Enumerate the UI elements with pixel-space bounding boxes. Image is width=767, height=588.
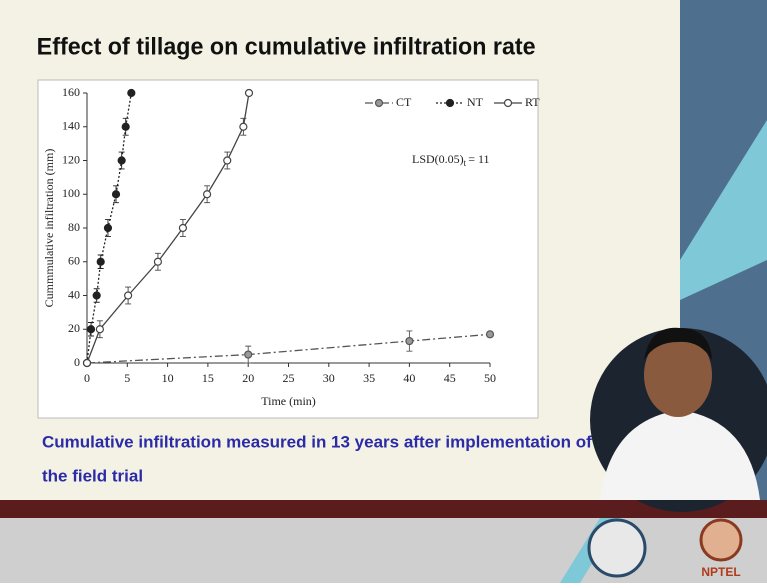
x-tick-label: 45 (444, 371, 456, 385)
legend-marker (376, 100, 383, 107)
y-tick-label: 80 (68, 220, 80, 234)
legend-label: RT (525, 95, 540, 109)
y-tick-label: 0 (74, 355, 80, 369)
x-tick-label: 30 (323, 371, 335, 385)
y-tick-label: 100 (62, 186, 80, 200)
annotation-text: = 11 (468, 152, 489, 166)
data-point (122, 123, 129, 130)
data-point (84, 360, 91, 367)
y-tick-label: 40 (68, 287, 80, 301)
x-tick-label: 0 (84, 371, 90, 385)
slide: Effect of tillage on cumulative infiltra… (0, 0, 767, 583)
y-axis-label: Cummmulative infiltration (mm) (42, 149, 56, 308)
y-tick-label: 20 (68, 321, 80, 335)
x-tick-label: 50 (484, 371, 496, 385)
footer (0, 518, 767, 583)
data-point (118, 157, 125, 164)
x-axis-label: Time (min) (261, 394, 316, 408)
data-point (224, 157, 231, 164)
data-point (113, 191, 120, 198)
x-tick-label: 35 (363, 371, 375, 385)
y-tick-label: 140 (62, 119, 80, 133)
legend-marker (447, 100, 454, 107)
data-point (179, 225, 186, 232)
legend-marker (505, 100, 512, 107)
logo-text: NPTEL (701, 565, 740, 579)
data-point (104, 225, 111, 232)
slide-title: Effect of tillage on cumulative infiltra… (37, 34, 536, 60)
data-point (88, 326, 95, 333)
x-tick-label: 5 (124, 371, 130, 385)
annotation: LSD(0.05)t= 11 (412, 152, 490, 168)
caption-line: the field trial (42, 466, 143, 485)
legend-label: NT (467, 95, 484, 109)
x-tick-label: 15 (202, 371, 214, 385)
data-point (97, 258, 104, 265)
x-tick-label: 20 (242, 371, 254, 385)
data-point (246, 90, 253, 97)
data-point (125, 292, 132, 299)
caption-line: Cumulative infiltration measured in 13 y… (42, 432, 592, 451)
y-tick-label: 120 (62, 152, 80, 166)
x-tick-label: 10 (162, 371, 174, 385)
data-point (240, 123, 247, 130)
data-point (154, 258, 161, 265)
y-tick-label: 160 (62, 85, 80, 99)
nptel-logo (701, 520, 741, 560)
data-point (96, 326, 103, 333)
data-point (245, 351, 252, 358)
x-tick-label: 25 (283, 371, 295, 385)
y-tick-label: 60 (68, 254, 80, 268)
iit-logo (589, 520, 645, 576)
speaker-video (590, 328, 767, 512)
x-tick-label: 40 (403, 371, 415, 385)
data-point (204, 191, 211, 198)
legend-label: CT (396, 95, 412, 109)
data-point (128, 90, 135, 97)
data-point (93, 292, 100, 299)
data-point (487, 331, 494, 338)
annotation-text: LSD(0.05) (412, 152, 464, 166)
data-point (406, 338, 413, 345)
chart-frame (38, 80, 538, 418)
